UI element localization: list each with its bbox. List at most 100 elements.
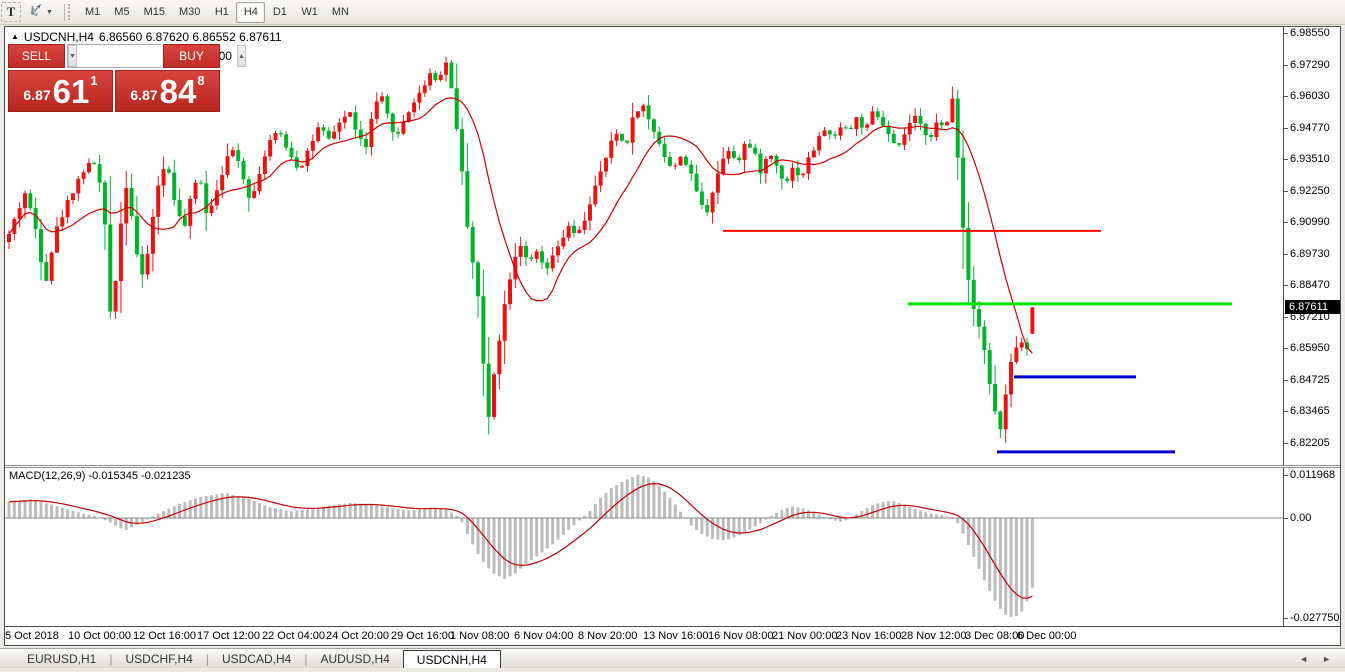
time-axis-label: 12 Oct 16:00	[133, 630, 196, 642]
buy-price-main: 84	[159, 73, 197, 110]
time-axis-label: 28 Nov 12:00	[901, 630, 967, 642]
chart-window: ▲ USDCNH,H4 6.86560 6.87620 6.86552 6.87…	[4, 26, 1341, 646]
price-axis-label: 6.93510	[1290, 153, 1330, 166]
price-axis-label: 6.83465	[1290, 405, 1330, 418]
chart-ohlc-values: 6.86560 6.87620 6.86552 6.87611	[98, 30, 282, 44]
time-axis-label: 29 Oct 16:00	[391, 630, 454, 642]
toolbar-separator	[64, 3, 65, 21]
chart-tab-bar: EURUSD,H1 | USDCHF,H4 | USDCAD,H4 | AUDUSD,H4 U…	[0, 648, 1345, 668]
price-axis-tick	[1284, 285, 1288, 287]
spin-down-icon: ▼	[69, 52, 76, 60]
toolbar-grip[interactable]	[68, 4, 72, 20]
timeframe-button-d1[interactable]: D1	[272, 6, 287, 18]
sell-button[interactable]: SELL	[8, 44, 65, 68]
tab-separator: |	[304, 651, 308, 666]
timeframe-button-m30[interactable]: M30	[178, 6, 201, 18]
buy-price-button[interactable]: 6.87 84 8	[115, 70, 220, 112]
sell-price-main: 61	[52, 73, 90, 110]
price-axis-tick	[1284, 253, 1288, 255]
toolbar: T ▼ M1 M5 M15 M30 H1 H4 D1 W1 MN	[0, 0, 1345, 25]
chart-tab-usdcad-h4[interactable]: USDCAD,H4	[221, 651, 292, 666]
collapse-icon[interactable]: ▲	[11, 32, 19, 41]
price-axis-tick	[1284, 33, 1288, 34]
timeframe-button-group: M1 M5 M15 M30 H1 H4 D1 W1 MN	[78, 0, 356, 25]
price-axis-tick	[1284, 379, 1288, 381]
macd-pane[interactable]: MACD(12,26,9) -0.015345 -0.021235	[5, 468, 1283, 626]
price-axis-label: 6.98550	[1290, 27, 1330, 39]
price-axis-tick	[1284, 190, 1288, 192]
buy-button[interactable]: BUY	[163, 44, 220, 68]
diagonal-arrows-icon	[29, 3, 44, 21]
text-tool-icon: T	[6, 4, 16, 19]
time-axis[interactable]: 5 Oct 2018 10 Oct 00:00 12 Oct 16:00 17 Oct…	[5, 627, 1340, 645]
chart-title: ▲ USDCNH,H4 6.86560 6.87620 6.86552 6.87…	[11, 30, 282, 44]
timeframe-button-h4[interactable]: H4	[236, 1, 266, 23]
price-axis-tick	[1284, 222, 1288, 224]
chart-tab-usdchf-h4[interactable]: USDCHF,H4	[125, 651, 193, 666]
window-bottom-edge	[0, 668, 1345, 672]
time-axis-label: 6 Dec 00:00	[1017, 630, 1077, 642]
timeframe-button-m5[interactable]: M5	[114, 6, 130, 18]
one-click-trading-panel: SELL ▼ ▲ BUY 6.87611	[8, 44, 246, 112]
time-axis-label: 6 Nov 04:00	[514, 630, 574, 642]
time-axis-label: 22 Oct 04:00	[262, 630, 325, 642]
time-axis-label: 17 Oct 12:00	[197, 630, 260, 642]
macd-axis-tick	[1284, 617, 1288, 619]
volume-increase-button[interactable]: ▲	[236, 45, 246, 67]
timeframe-button-m1[interactable]: M1	[85, 6, 101, 18]
chart-tab-list: EURUSD,H1 | USDCHF,H4 | USDCAD,H4 | AUDUSD,H4 U…	[0, 649, 501, 668]
price-axis-label: 6.90990	[1290, 216, 1330, 229]
price-axis-label: 6.96030	[1290, 90, 1330, 103]
price-chart-canvas[interactable]	[5, 27, 1283, 465]
price-axis-tick	[1284, 159, 1288, 161]
price-axis-tick	[1284, 64, 1288, 66]
time-axis-label: 16 Nov 08:00	[708, 630, 774, 642]
macd-signal-line	[8, 482, 1033, 600]
macd-histogram	[7, 474, 1034, 617]
price-axis-tick	[1284, 443, 1288, 445]
macd-indicator-label: MACD(12,26,9) -0.015345 -0.021235	[9, 470, 191, 482]
time-axis-label: 21 Nov 00:00	[772, 630, 838, 642]
price-axis[interactable]: 6.87611 6.98550 6.97290 6.96030 6.94770 6.93…	[1283, 27, 1340, 626]
price-axis-tick	[1284, 96, 1288, 98]
timeframe-button-h1[interactable]: H1	[214, 6, 229, 18]
timeframe-button-m15[interactable]: M15	[143, 6, 165, 18]
macd-axis-label: -0.027750	[1290, 611, 1340, 624]
dropdown-caret-icon[interactable]: ▼	[46, 8, 53, 16]
tabs-scroll-right-icon[interactable]: ►	[1322, 653, 1331, 664]
sell-price-button[interactable]: 6.87 61 1	[8, 70, 113, 112]
price-axis-label: 6.92250	[1290, 184, 1330, 197]
time-axis-label: 5 Oct 2018	[5, 630, 59, 642]
sell-price-pip: 1	[90, 73, 98, 88]
pane-splitter[interactable]	[5, 465, 1340, 468]
macd-axis-label: 0.00	[1290, 512, 1312, 524]
arrows-tool-button[interactable]: ▼	[24, 2, 58, 22]
price-pane[interactable]: ▲ USDCNH,H4 6.86560 6.87620 6.86552 6.87…	[5, 27, 1283, 465]
macd-bottom-frame	[5, 626, 1340, 627]
price-axis-label: 6.88470	[1290, 279, 1330, 292]
sell-price-prefix: 6.87	[23, 87, 51, 103]
price-axis-label: 6.82205	[1290, 437, 1330, 450]
text-tool-button[interactable]: T	[1, 2, 21, 22]
time-axis-label: 10 Oct 00:00	[68, 630, 131, 642]
chart-tab-usdcnh-h4[interactable]: USDCNH,H4	[402, 650, 501, 668]
price-axis-label: 6.85950	[1290, 342, 1330, 355]
time-axis-label: 24 Oct 20:00	[326, 630, 389, 642]
chart-tab-eurusd-h1[interactable]: EURUSD,H1	[27, 651, 97, 666]
candlesticks	[7, 56, 1035, 443]
tabs-scroll-left-icon[interactable]: ◄	[1299, 653, 1309, 664]
volume-decrease-button[interactable]: ▼	[68, 45, 77, 67]
price-axis-label: 6.89730	[1290, 247, 1330, 260]
price-axis-label: 6.97290	[1290, 58, 1330, 71]
timeframe-button-w1[interactable]: W1	[301, 6, 318, 18]
volume-control: ▼ ▲	[67, 44, 246, 68]
macd-chart-canvas[interactable]	[5, 468, 1283, 626]
price-axis-tick	[1284, 127, 1288, 129]
current-price-badge: 6.87611	[1285, 300, 1340, 315]
time-axis-label: 3 Dec 08:00	[965, 630, 1025, 642]
price-axis-label: 6.94770	[1290, 121, 1330, 134]
macd-axis-tick	[1284, 518, 1288, 519]
timeframe-button-mn[interactable]: MN	[331, 6, 349, 18]
chart-tab-audusd-h4[interactable]: AUDUSD,H4	[320, 651, 390, 666]
